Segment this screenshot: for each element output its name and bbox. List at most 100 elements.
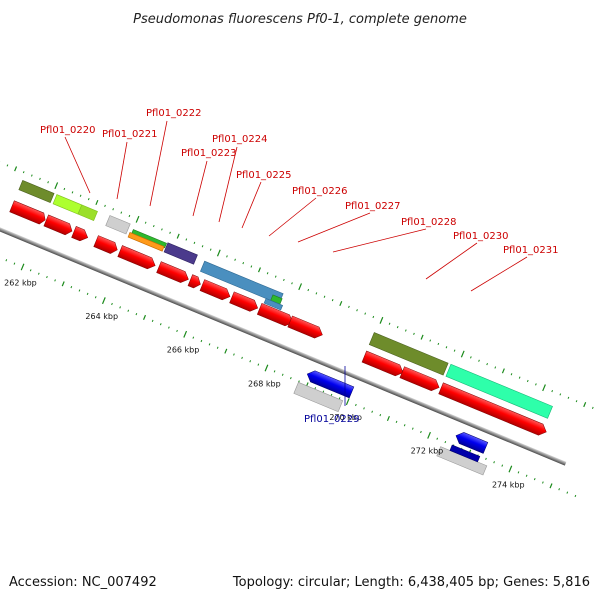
gene-label-group[interactable]: Pfl01_0227 [297,201,401,243]
gene-arrow-forward[interactable] [117,245,158,272]
scale-tick [533,477,536,481]
scale-tick [525,474,528,477]
reverse-genes [293,369,489,463]
scale-tick [39,177,41,181]
gene-label-group[interactable]: Pfl01_0222 [146,108,202,207]
gene-label[interactable]: Pfl01_0231 [503,245,559,256]
scale-label: 270 kbp [329,413,362,422]
gene-label[interactable]: Pfl01_0225 [236,170,292,181]
feature-bar-navy[interactable] [449,444,481,463]
gene-arrow-reverse[interactable] [305,369,355,399]
scale-tick [379,414,382,417]
gene-label-group[interactable]: Pfl01_0228 [332,217,457,253]
leader-line [218,146,238,223]
feature-bar-purple[interactable] [163,242,198,265]
scale-tick [510,373,513,376]
gene-arrow-forward[interactable] [71,226,90,243]
scale-tick [493,461,495,464]
scale-tick [437,342,440,346]
scale-tick [127,309,130,312]
scale-tick [460,350,465,358]
scale-tick [176,329,178,333]
gene-label-group[interactable]: Pfl01_0231 [470,245,559,292]
scale-tick [371,410,373,413]
scale-tick [208,343,211,346]
scale-tick [445,346,448,349]
gene-arrow-forward[interactable] [438,382,549,438]
gene-label[interactable]: Pfl01_0230 [453,231,509,242]
scale-tick [266,272,269,275]
scale-tick [420,334,424,340]
feature-bar-lime-2[interactable] [77,204,98,222]
leader-line [149,120,168,207]
scale-label: 268 kbp [248,379,281,388]
gene-arrow-forward[interactable] [187,274,203,290]
scale-tick [379,316,384,324]
leader-line [241,181,262,229]
feature-bar-olive-2[interactable] [368,332,449,376]
scale-tick [144,221,147,224]
scale-tick [290,376,292,380]
scale-tick [61,281,65,287]
scale-tick [78,289,81,292]
scale-labels: 262 kbp 264 kbp 266 kbp 268 kbp 270 kbp 272 k… [4,278,524,489]
gene-label[interactable]: Pfl01_0221 [102,129,158,140]
gene-arrow-forward[interactable] [9,200,48,226]
scale-label: 264 kbp [85,312,118,321]
gene-label-group[interactable]: Pfl01_0225 [236,170,292,229]
gene-label[interactable]: Pfl01_0224 [212,134,268,145]
scale-tick [298,283,303,291]
scale-tick [29,269,32,272]
feature-bar-aqua[interactable] [445,363,553,419]
gene-label[interactable]: Pfl01_0227 [345,201,401,212]
scale-tick [339,300,343,307]
gene-label-group[interactable]: Pfl01_0221 [102,129,158,200]
gene-label-group[interactable]: Pfl01_0226 [268,186,348,237]
gene-label[interactable]: Pfl01_0223 [181,148,237,159]
gene-arrow-forward[interactable] [156,261,191,285]
feature-bar-olive[interactable] [18,180,55,204]
scale-tick [314,387,317,390]
scale-tick [372,315,375,319]
scale-tick [13,262,16,265]
gene-arrow-forward[interactable] [399,366,442,393]
scale-tick [79,194,82,197]
feature-bar-orange-strip[interactable] [127,232,165,252]
gene-label-group[interactable]: Pfl01_0229 [304,366,360,425]
scale-tick [291,282,293,285]
feature-bar-grey-reverse[interactable] [293,381,344,413]
scale-tick [37,272,40,275]
scale-tick [224,348,228,354]
gene-arrow-reverse[interactable] [454,430,489,454]
gene-label[interactable]: Pfl01_0222 [146,108,202,119]
scale-tick [274,275,277,278]
gene-arrow-forward[interactable] [361,350,405,378]
gene-arrow-forward[interactable] [43,214,74,237]
scale-tick [518,376,521,379]
gene-arrow-forward[interactable] [287,315,325,340]
scale-tick [413,332,415,335]
gene-label[interactable]: Pfl01_0228 [401,217,457,228]
feature-bar-lime-1[interactable] [52,194,83,215]
scale-tick [135,312,138,316]
scale-label: 266 kbp [167,346,200,355]
scale-tick [249,360,252,363]
gene-arrow-forward[interactable] [229,291,260,314]
feature-bar-blue-small[interactable] [263,298,284,311]
gene-arrow-forward[interactable] [93,235,120,256]
gene-label[interactable]: Pfl01_0220 [40,125,96,136]
gene-arrow-forward[interactable] [199,279,232,303]
scale-tick [535,383,537,386]
scale-tick [176,233,180,239]
scale-tick [508,465,513,473]
gene-label[interactable]: Pfl01_0229 [304,414,360,425]
gene-label-group[interactable]: Pfl01_0224 [212,134,268,223]
scale-tick [444,440,447,444]
scale-tick [264,364,269,372]
gene-label[interactable]: Pfl01_0226 [292,186,348,197]
gene-label-group[interactable]: Pfl01_0223 [181,148,237,217]
gene-label-group[interactable]: Pfl01_0220 [40,125,96,194]
gene-label-group[interactable]: Pfl01_0230 [425,231,509,280]
feature-bar-grey[interactable] [105,215,131,235]
